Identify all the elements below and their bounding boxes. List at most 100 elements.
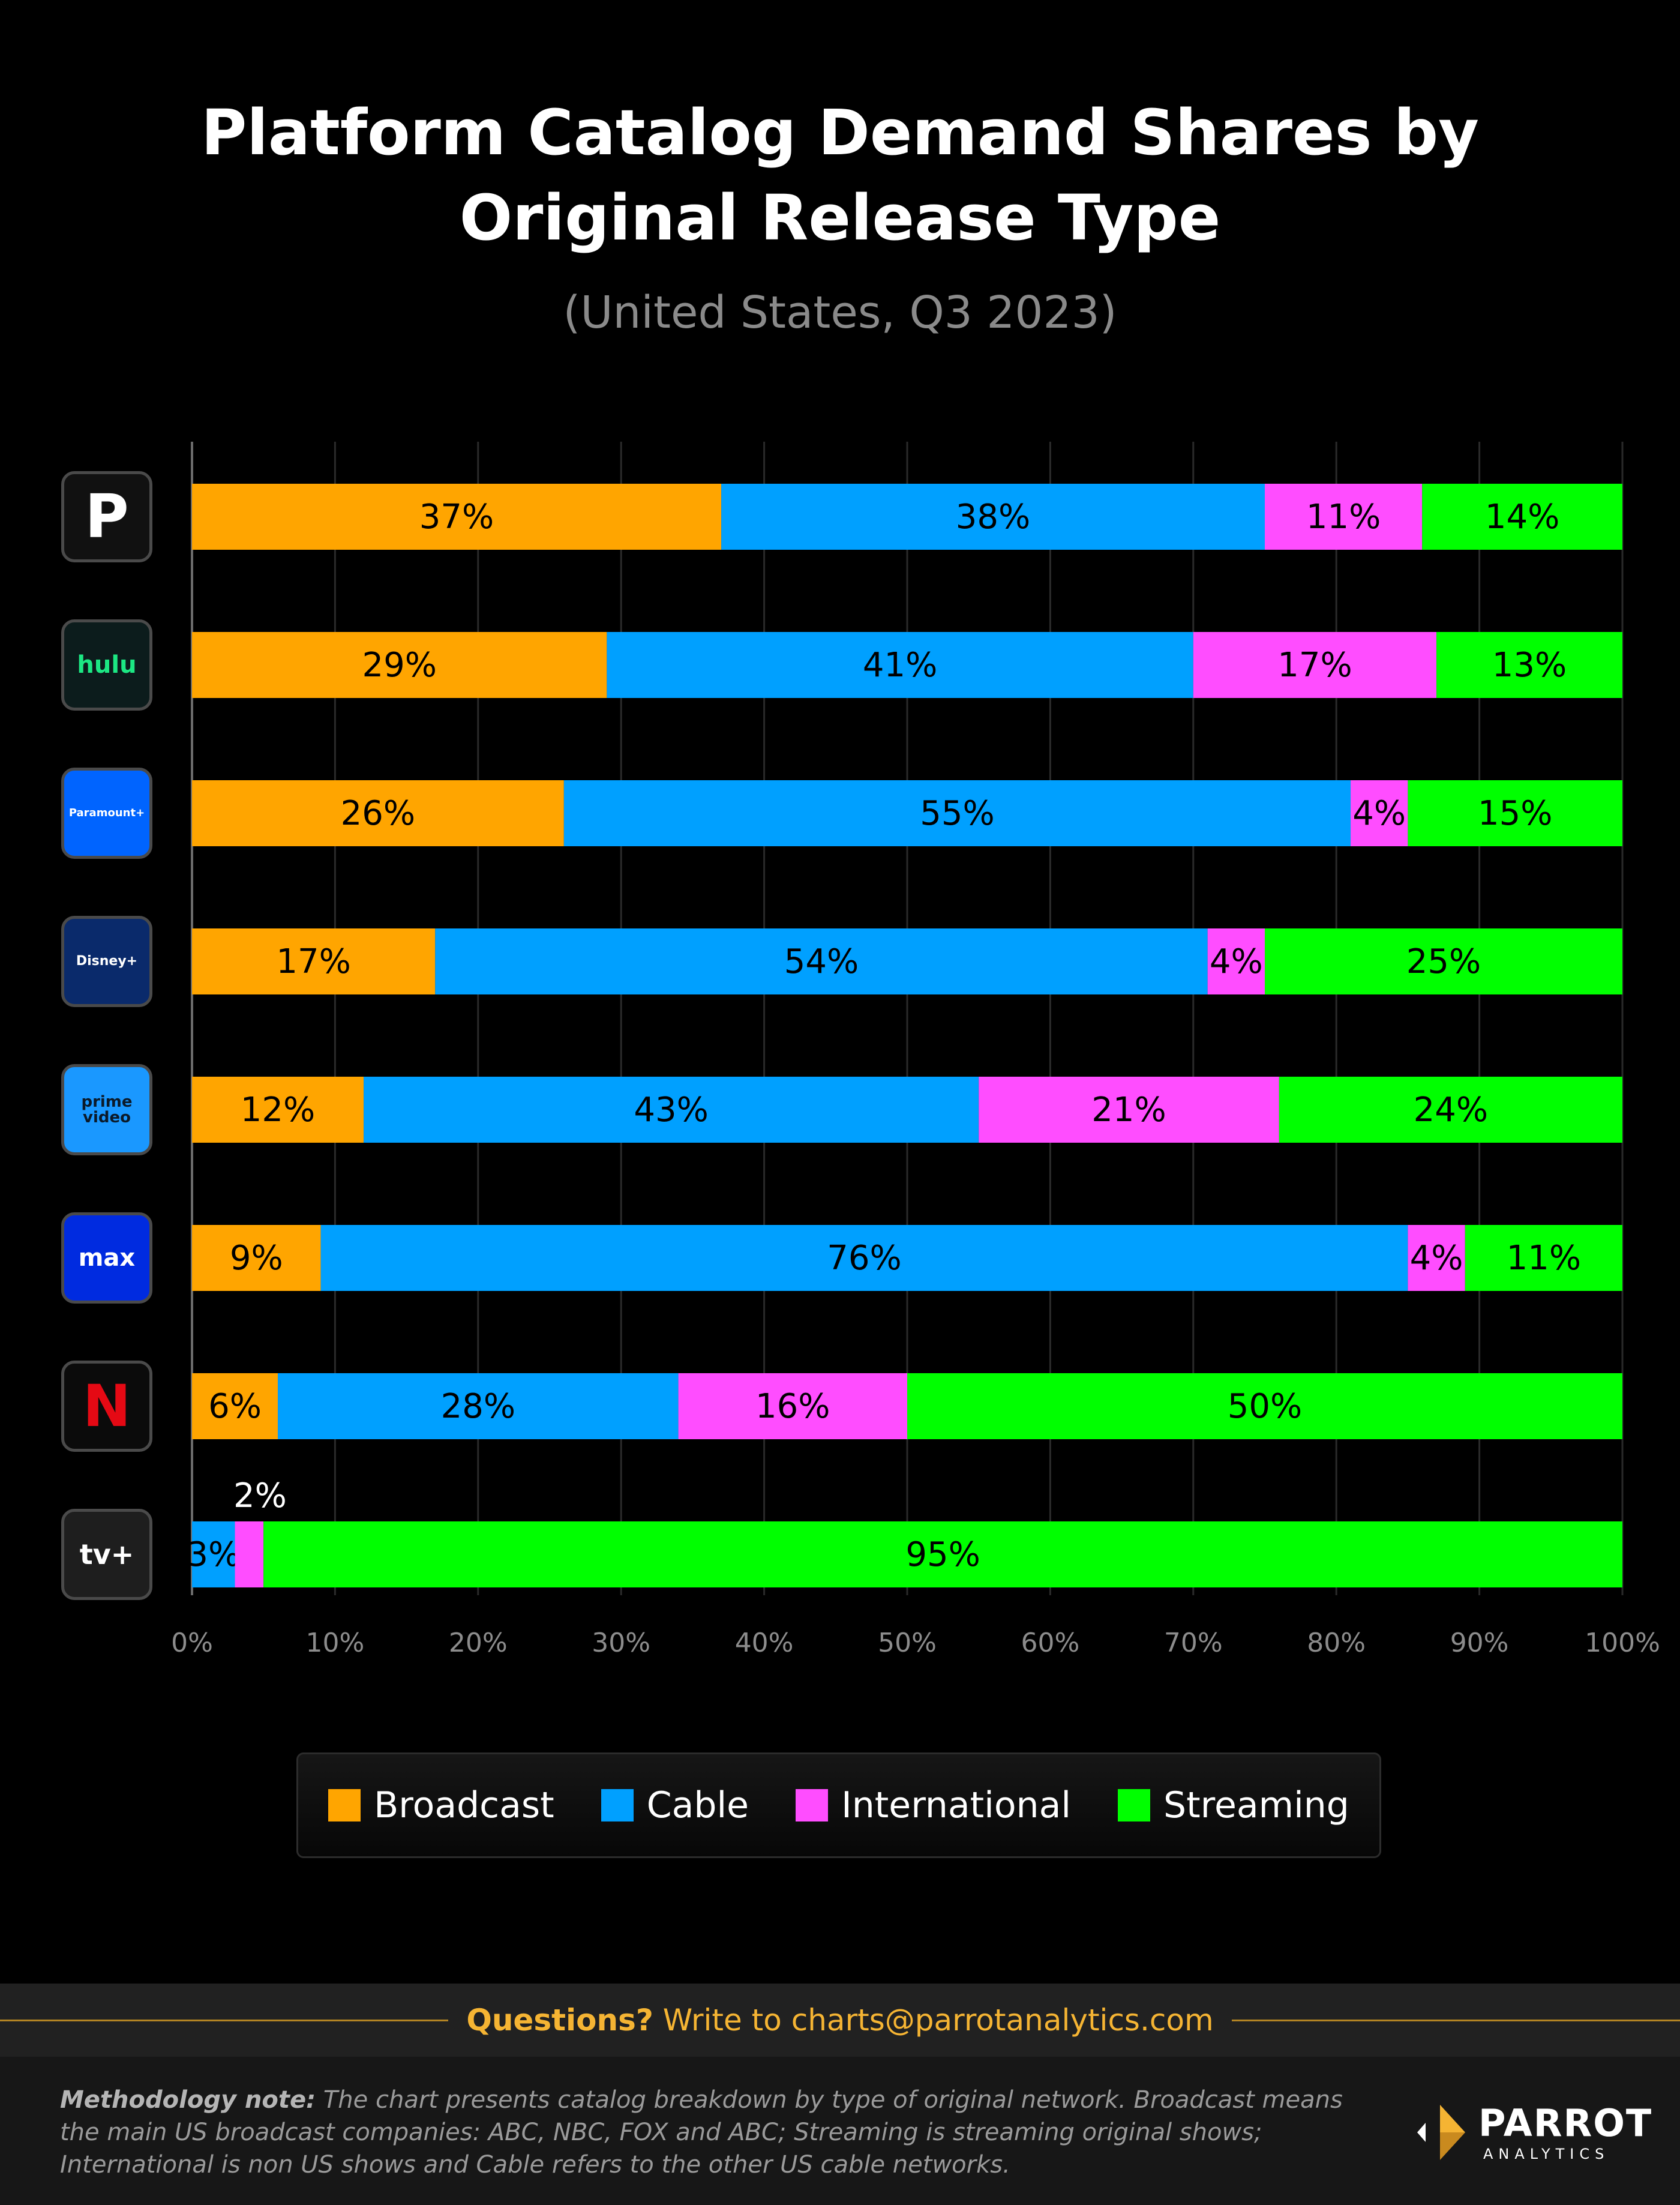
bar-segment-international xyxy=(1207,928,1265,994)
bar-segment-cable xyxy=(192,1521,235,1587)
x-tick-label: 80% xyxy=(1307,1628,1366,1658)
x-tick-label: 90% xyxy=(1450,1628,1509,1658)
data-label: 13% xyxy=(1492,646,1567,685)
bar-segment-international xyxy=(235,1521,264,1587)
data-label: 4% xyxy=(1410,1239,1463,1278)
data-label: 55% xyxy=(920,794,994,833)
paramount-plus-logo-icon: Paramount+ xyxy=(61,768,152,859)
x-tick-label: 50% xyxy=(878,1628,937,1658)
bar-segment-international xyxy=(979,1077,1279,1143)
data-label: 15% xyxy=(1478,794,1552,833)
data-label: 4% xyxy=(1210,942,1263,981)
apple-tv-plus-logo-icon: tv+ xyxy=(61,1509,152,1600)
disney-plus-logo-icon: Disney+ xyxy=(61,916,152,1007)
bar-segment-broadcast xyxy=(192,928,436,994)
platform-logo-text: Paramount+ xyxy=(68,807,145,819)
legend-item-cable: Cable xyxy=(601,1784,749,1826)
platform-logo-text: P xyxy=(85,481,129,552)
bar-segment-cable xyxy=(364,1077,979,1143)
data-label: 4% xyxy=(1352,794,1406,833)
platform-logo-text: N xyxy=(82,1373,131,1440)
data-label: 21% xyxy=(1091,1090,1166,1130)
x-tick-label: 100% xyxy=(1585,1628,1660,1658)
data-label: 6% xyxy=(208,1387,262,1426)
bar-segment-cable xyxy=(278,1373,679,1439)
bar-segment-streaming xyxy=(907,1373,1622,1439)
bar-segment-broadcast xyxy=(192,1077,364,1143)
x-tick-label: 40% xyxy=(735,1628,794,1658)
data-label: 12% xyxy=(241,1090,315,1130)
data-label: 14% xyxy=(1485,498,1559,537)
chart-title-line-1: Platform Catalog Demand Shares by xyxy=(201,96,1479,169)
legend-label-cable: Cable xyxy=(646,1784,749,1826)
bar-segment-international xyxy=(1351,780,1408,846)
prime-video-logo-icon: prime video xyxy=(61,1064,152,1155)
x-tick-label: 60% xyxy=(1021,1628,1080,1658)
parrot-logo-icon xyxy=(1417,2105,1465,2160)
legend-item-international: International xyxy=(796,1784,1071,1826)
data-label: 95% xyxy=(905,1535,980,1574)
data-label: 24% xyxy=(1414,1090,1488,1130)
x-tick-label: 20% xyxy=(449,1628,508,1658)
bar-segment-international xyxy=(678,1373,907,1439)
peacock-logo-icon: P xyxy=(61,471,152,562)
bar-segment-international xyxy=(1193,632,1437,698)
bar-segment-streaming xyxy=(1279,1077,1622,1143)
methodology-note-text: The chart presents catalog breakdown by … xyxy=(60,2086,1343,2179)
x-tick-label: 0% xyxy=(171,1628,213,1658)
chart-title-line-2: Original Release Type xyxy=(459,181,1221,254)
x-tick-label: 30% xyxy=(592,1628,650,1658)
platform-logo-text: Disney+ xyxy=(76,954,138,969)
legend-label-broadcast: Broadcast xyxy=(374,1784,554,1826)
bar-segment-streaming xyxy=(263,1521,1623,1587)
bar-segment-broadcast xyxy=(192,1373,278,1439)
hulu-logo-icon: hulu xyxy=(61,619,152,711)
data-label: 41% xyxy=(863,646,937,685)
data-label: 17% xyxy=(276,942,350,981)
brand-name: PARROT xyxy=(1478,2101,1653,2145)
data-label: 29% xyxy=(362,646,436,685)
platform-logo-text: prime video xyxy=(81,1093,133,1127)
bar-segment-streaming xyxy=(1408,780,1622,846)
bar-segment-cable xyxy=(607,632,1193,698)
contact-email-text[interactable]: Write to charts@parrotanalytics.com xyxy=(662,2003,1214,2038)
contact-text: Questions? Write to charts@parrotanalyti… xyxy=(448,2003,1232,2038)
platform-logo-text: hulu xyxy=(77,651,137,679)
bar-segment-international xyxy=(1408,1225,1465,1291)
chart-subtitle: (United States, Q3 2023) xyxy=(563,287,1117,338)
bar-segment-broadcast xyxy=(192,484,722,550)
bar-segment-international xyxy=(1265,484,1423,550)
data-label: 9% xyxy=(230,1239,283,1278)
x-tick-label: 70% xyxy=(1164,1628,1223,1658)
legend-label-streaming: Streaming xyxy=(1163,1784,1349,1826)
legend-item-broadcast: Broadcast xyxy=(328,1784,554,1826)
bar-segment-broadcast xyxy=(192,780,564,846)
data-label: 16% xyxy=(755,1387,830,1426)
bar-segment-broadcast xyxy=(192,1225,321,1291)
data-label: 11% xyxy=(1507,1239,1581,1278)
bar-segment-streaming xyxy=(1265,928,1622,994)
footer: Methodology note: The chart presents cat… xyxy=(0,2057,1680,2205)
bar-segment-cable xyxy=(721,484,1265,550)
brand-sub: ANALYTICS xyxy=(1483,2146,1610,2162)
platform-logo-text: max xyxy=(78,1244,136,1272)
bar-segment-streaming xyxy=(1422,484,1622,550)
data-label: 2% xyxy=(233,1476,287,1515)
legend-swatch-broadcast xyxy=(328,1789,361,1821)
data-label: 3% xyxy=(187,1535,240,1574)
netflix-logo-icon: N xyxy=(61,1361,152,1452)
platform-logo-text: tv+ xyxy=(79,1538,134,1571)
chart-legend: Broadcast Cable International Streaming xyxy=(296,1752,1381,1858)
data-label: 17% xyxy=(1277,646,1352,685)
bar-segment-cable xyxy=(320,1225,1408,1291)
methodology-note-label: Methodology note: xyxy=(60,2086,316,2114)
data-label: 50% xyxy=(1228,1387,1302,1426)
data-label: 54% xyxy=(784,942,859,981)
data-label: 43% xyxy=(634,1090,708,1130)
max-logo-icon: max xyxy=(61,1212,152,1304)
contact-divider-right xyxy=(1226,2020,1680,2021)
bar-segment-cable xyxy=(435,928,1208,994)
data-label: 37% xyxy=(419,498,494,537)
chart-title: Platform Catalog Demand Shares by Origin… xyxy=(0,90,1680,260)
